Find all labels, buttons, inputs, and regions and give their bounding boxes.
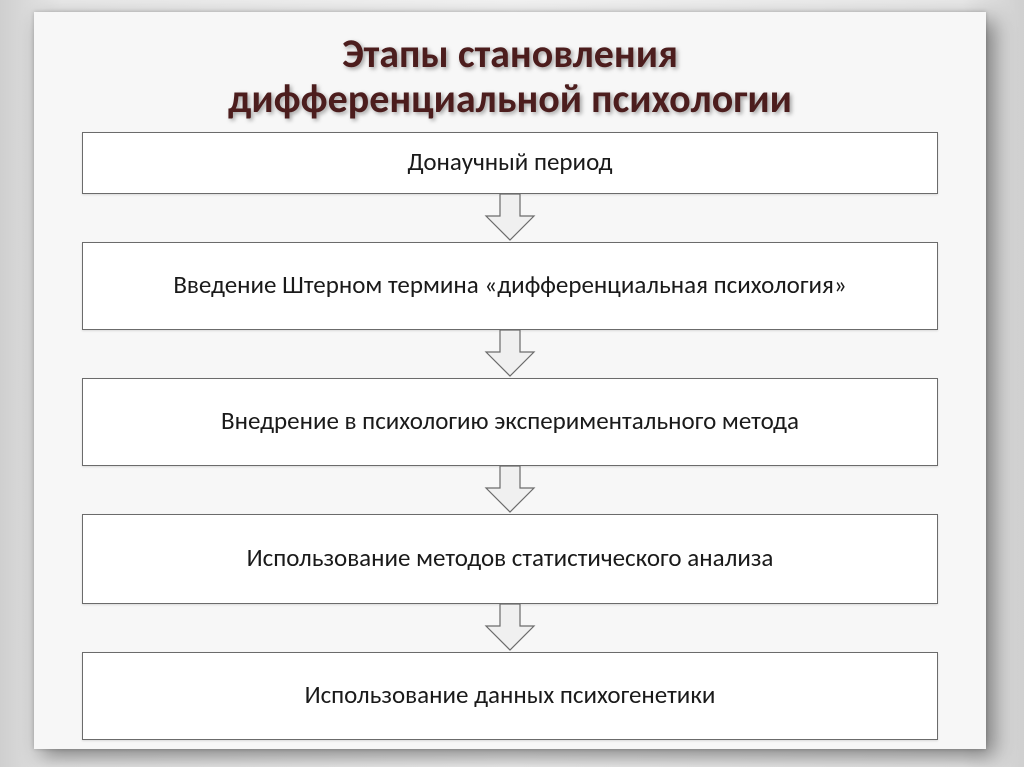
flow-arrow xyxy=(82,194,938,242)
flow-stage-label: Использование методов статистического ан… xyxy=(247,543,774,574)
slide-panel: Этапы становления дифференциальной психо… xyxy=(34,12,986,749)
flow-arrow xyxy=(82,466,938,514)
title-line-2: дифференциальной психологии xyxy=(228,74,792,123)
flow-stage-label: Внедрение в психологию экспериментальног… xyxy=(221,406,799,437)
flow-stage-2: Введение Штерном термина «дифференциальн… xyxy=(82,242,938,330)
flow-stage-label: Введение Штерном термина «дифференциальн… xyxy=(173,270,846,301)
flow-stage-label: Донаучный период xyxy=(407,147,612,178)
flow-stage-1: Донаучный период xyxy=(82,132,938,194)
flow-stage-5: Использование данных психогенетики xyxy=(82,652,938,740)
flow-arrow xyxy=(82,604,938,652)
slide-title: Этапы становления дифференциальной психо… xyxy=(82,32,938,122)
flow-stage-3: Внедрение в психологию экспериментальног… xyxy=(82,378,938,466)
flow-stage-label: Использование данных психогенетики xyxy=(305,680,716,711)
flow-stage-4: Использование методов статистического ан… xyxy=(82,514,938,604)
flow-arrow xyxy=(82,330,938,378)
flowchart: Донаучный период Введение Штерном термина… xyxy=(82,132,938,740)
title-line-1: Этапы становления xyxy=(342,29,678,78)
